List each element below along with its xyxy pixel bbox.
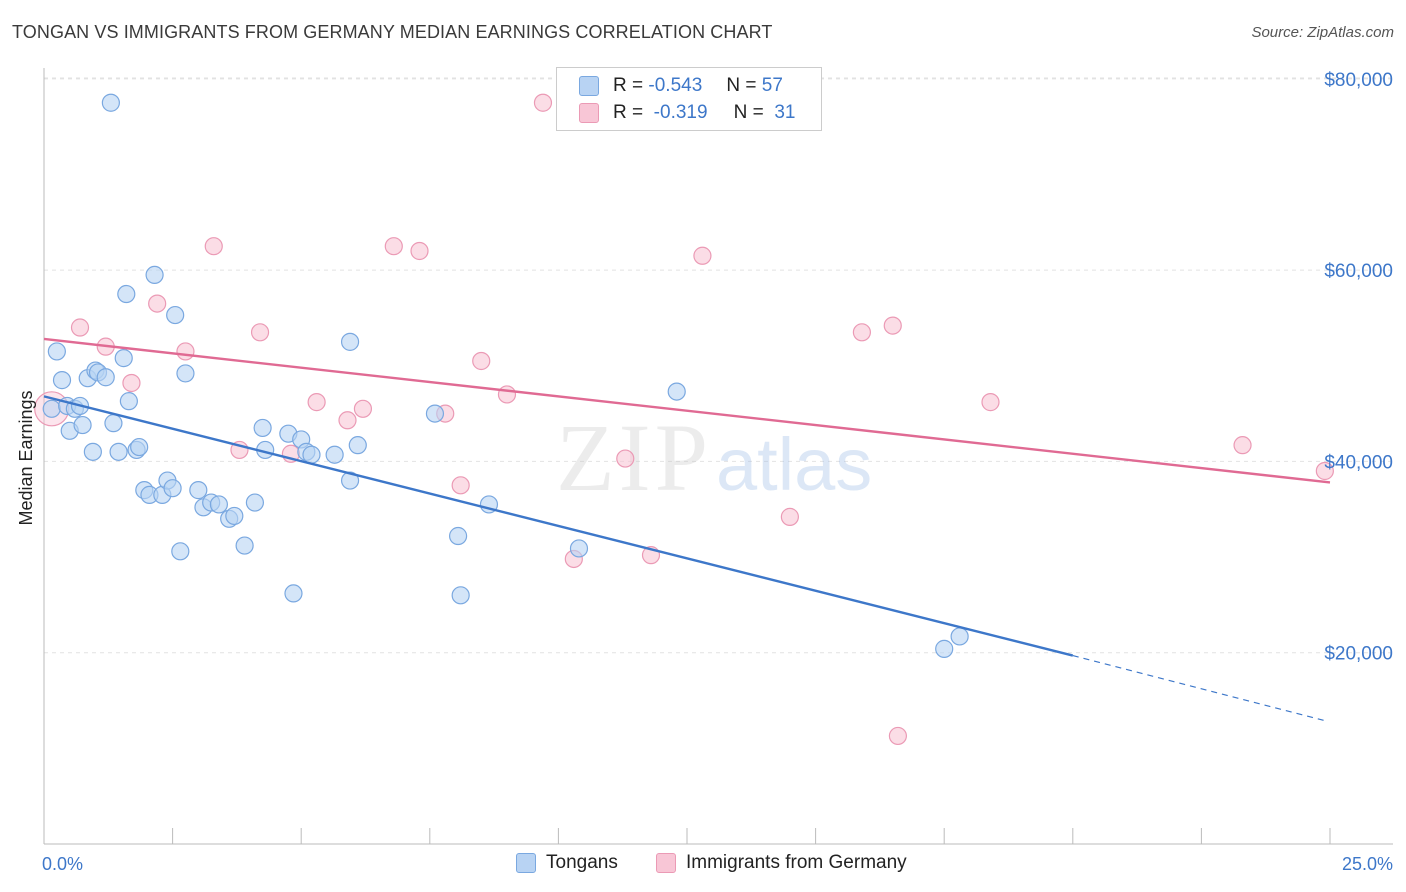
tongan-point-56	[950, 627, 969, 646]
tongan-point-17	[117, 284, 136, 304]
germany-point-10	[307, 393, 326, 412]
germany-point-13	[384, 237, 403, 256]
tongan-point-46	[340, 471, 360, 490]
bottom-legend-germany[interactable]: Immigrants from Germany	[656, 852, 907, 874]
legend-r-value-tongans: -0.543	[648, 75, 703, 96]
y-tick-label-1: $40,000	[1324, 452, 1393, 473]
tongan-point-7	[73, 415, 92, 435]
tongan-point-30	[189, 481, 208, 500]
tongan-point-26	[163, 479, 182, 498]
legend-n-value-tongans: 57	[761, 75, 783, 96]
bottom-legend-label-tongans: Tongans	[546, 852, 618, 873]
tongan-point-37	[245, 493, 265, 512]
source-label: Source: ZipAtlas.com	[1251, 24, 1394, 41]
germany-trend-line	[43, 337, 1331, 484]
germany-point-1	[70, 318, 90, 337]
axes	[43, 68, 1393, 845]
tongan-point-9	[83, 442, 102, 461]
legend-swatch-germany	[579, 103, 599, 123]
tongan-point-2	[52, 371, 72, 390]
legend-n-label: N =	[733, 102, 764, 123]
germany-point-17	[472, 351, 491, 371]
germany-point-28	[981, 393, 1000, 412]
legend-row-germany: R = -0.319 N = 31	[579, 100, 795, 126]
y-tick-label-2: $60,000	[1324, 261, 1393, 282]
tongan-point-16	[114, 349, 133, 368]
bottom-legend-swatch-tongans	[516, 853, 536, 873]
germany-point-3	[122, 373, 141, 393]
bottom-legend-swatch-germany	[656, 853, 676, 873]
germany-point-30	[1315, 461, 1334, 481]
germany-point-8	[250, 323, 270, 342]
chart-title: TONGAN VS IMMIGRANTS FROM GERMANY MEDIAN…	[12, 22, 773, 42]
germany-point-27	[888, 726, 908, 746]
germany-point-21	[616, 449, 635, 468]
legend-row-tongans: R = -0.543 N = 57	[579, 73, 783, 99]
germany-point-12	[353, 399, 373, 418]
legend-swatch-tongans	[579, 76, 599, 96]
x-tick-label-min: 0.0%	[42, 854, 83, 874]
tongan-point-44	[302, 445, 321, 464]
tongan-point-20	[130, 437, 149, 457]
tongan-point-14	[104, 414, 123, 433]
watermark: ZIP atlas	[556, 404, 872, 511]
bottom-legend-label-germany: Immigrants from Germany	[686, 852, 907, 873]
tongan-point-36	[235, 536, 254, 555]
tongan-point-13	[101, 93, 120, 112]
germany-point-5	[176, 342, 195, 361]
legend-r-value-germany: -0.319	[653, 102, 708, 123]
tongan-trend-extension	[1072, 654, 1326, 722]
germany-point-23	[693, 246, 712, 265]
tongan-point-49	[425, 404, 445, 423]
tongan-point-12	[96, 368, 115, 387]
tongan-point-0	[42, 399, 61, 418]
tongan-point-28	[171, 542, 190, 561]
y-axis-title: Median Earnings	[16, 390, 36, 525]
correlation-legend: R = -0.543 N = 57 R = -0.319 N = 31	[556, 67, 822, 131]
x-tick-label-max: 25.0%	[1342, 854, 1393, 874]
germany-point-11	[338, 411, 357, 430]
germany-point-18	[497, 385, 517, 404]
tongan-point-29	[176, 364, 195, 383]
legend-r-label: R =	[613, 102, 644, 123]
watermark-atlas: atlas	[716, 423, 872, 506]
tongan-point-41	[284, 584, 303, 603]
tongan-point-1	[47, 342, 66, 361]
y-tick-label-3: $80,000	[1324, 70, 1393, 91]
germany-point-14	[410, 241, 429, 261]
tongan-point-18	[119, 392, 138, 411]
trend-lines	[43, 337, 1331, 722]
germany-point-26	[883, 316, 902, 335]
legend-r-label: R =	[613, 75, 644, 96]
legend-n-value-germany: 31	[774, 102, 796, 123]
tongan-point-45	[325, 445, 344, 464]
tongan-point-23	[145, 265, 164, 285]
tongan-point-54	[667, 382, 686, 401]
data-points	[34, 93, 1334, 746]
germany-point-4	[148, 294, 167, 313]
tongan-point-51	[451, 586, 470, 605]
bottom-legend-tongans[interactable]: Tongans	[516, 852, 618, 874]
germany-point-6	[204, 237, 223, 256]
tongan-point-48	[348, 436, 367, 455]
tongan-point-47	[340, 332, 360, 351]
germany-point-24	[780, 507, 799, 526]
legend-n-label: N =	[726, 75, 757, 96]
tongan-trend-line	[43, 395, 1074, 657]
y-tick-labels: $20,000 $40,000 $60,000 $80,000	[1324, 70, 1393, 665]
germany-point-25	[852, 323, 871, 342]
y-tick-label-0: $20,000	[1324, 644, 1393, 665]
tongan-point-53	[569, 539, 589, 558]
germany-point-19	[533, 93, 553, 112]
tongan-point-33	[209, 495, 228, 514]
tongan-point-27	[166, 305, 185, 325]
tongan-point-38	[253, 418, 272, 438]
tongan-point-15	[109, 442, 128, 461]
germany-point-16	[451, 476, 470, 495]
tongan-point-50	[448, 526, 468, 546]
tongan-point-55	[935, 639, 954, 658]
germany-point-29	[1233, 436, 1252, 455]
tongan-point-35	[225, 506, 244, 526]
